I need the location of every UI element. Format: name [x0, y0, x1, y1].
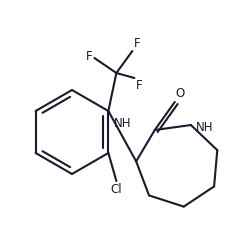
Text: F: F [136, 79, 143, 92]
Text: F: F [86, 51, 92, 63]
Text: NH: NH [114, 117, 131, 130]
Text: Cl: Cl [111, 183, 122, 196]
Text: O: O [176, 87, 185, 100]
Text: NH: NH [196, 121, 213, 134]
Text: F: F [134, 37, 141, 50]
